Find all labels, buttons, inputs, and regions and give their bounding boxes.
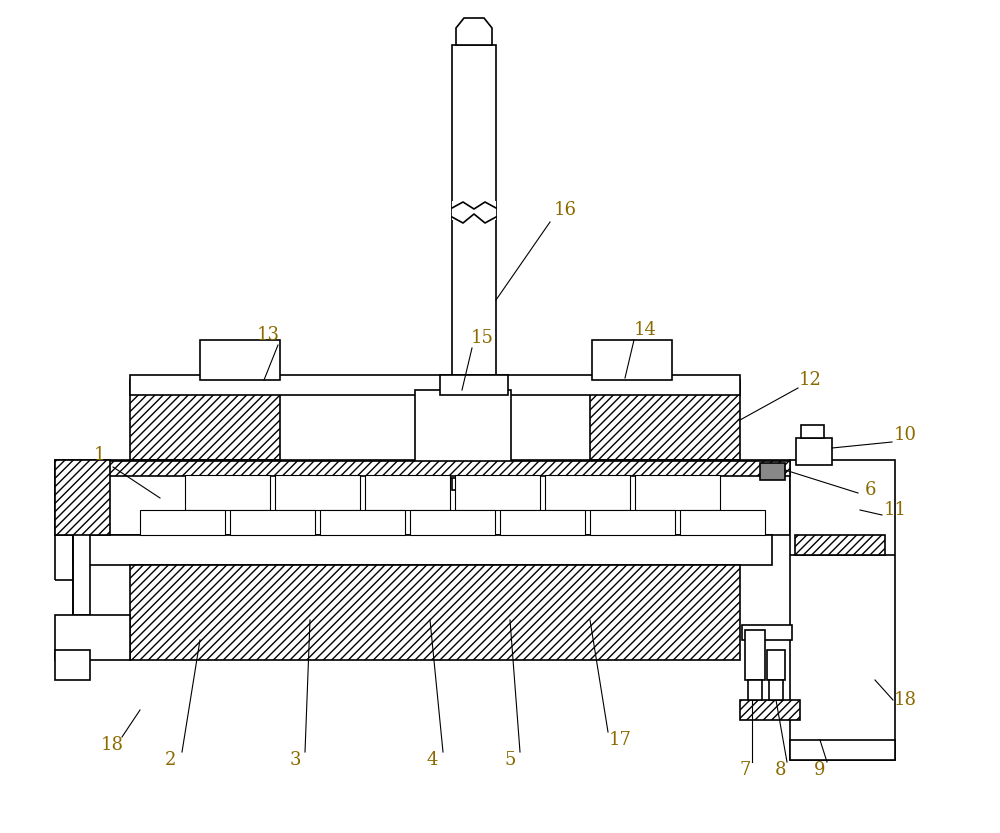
Bar xyxy=(275,475,360,510)
Bar xyxy=(590,510,675,535)
Bar xyxy=(545,475,630,510)
Text: 8: 8 xyxy=(774,761,786,779)
Bar xyxy=(590,380,740,460)
Bar xyxy=(73,535,772,565)
Text: 13: 13 xyxy=(256,326,280,344)
Bar xyxy=(742,625,792,640)
Bar xyxy=(440,375,508,395)
Text: 5: 5 xyxy=(504,751,516,769)
Text: 15: 15 xyxy=(471,329,493,347)
Bar xyxy=(760,463,785,480)
Bar xyxy=(769,680,783,700)
Text: 14: 14 xyxy=(634,321,656,339)
Bar xyxy=(500,510,585,535)
Bar xyxy=(748,680,762,700)
Bar xyxy=(801,425,824,438)
Bar xyxy=(130,380,280,460)
Text: 10: 10 xyxy=(894,426,916,444)
Bar xyxy=(680,510,765,535)
Bar xyxy=(452,201,496,220)
Text: 6: 6 xyxy=(864,481,876,499)
Text: 3: 3 xyxy=(289,751,301,769)
Bar xyxy=(790,740,895,760)
Text: 16: 16 xyxy=(554,201,576,219)
Bar xyxy=(635,475,720,510)
Bar xyxy=(365,475,450,510)
Text: 12: 12 xyxy=(799,371,821,389)
Bar xyxy=(592,340,672,380)
Bar xyxy=(790,460,895,760)
Text: 9: 9 xyxy=(814,761,826,779)
Text: 7: 7 xyxy=(739,761,751,779)
Bar xyxy=(410,510,495,535)
Bar xyxy=(767,650,785,680)
Bar xyxy=(230,510,315,535)
Bar xyxy=(200,340,280,380)
Bar xyxy=(452,45,496,490)
Polygon shape xyxy=(456,18,492,45)
Text: 4: 4 xyxy=(426,751,438,769)
Bar xyxy=(55,461,790,476)
Bar xyxy=(73,530,90,615)
Text: 18: 18 xyxy=(100,736,124,754)
Bar xyxy=(455,475,540,510)
Text: 17: 17 xyxy=(609,731,631,749)
Bar xyxy=(320,510,405,535)
Bar xyxy=(740,700,800,720)
Bar xyxy=(55,615,130,660)
Bar xyxy=(185,475,270,510)
Bar xyxy=(415,390,511,478)
Bar xyxy=(130,565,740,660)
Bar xyxy=(55,460,110,535)
Text: 11: 11 xyxy=(884,501,906,519)
Text: 2: 2 xyxy=(164,751,176,769)
Bar xyxy=(796,438,832,465)
Bar xyxy=(140,510,225,535)
Bar xyxy=(130,375,740,395)
Text: 1: 1 xyxy=(94,446,106,464)
Text: 18: 18 xyxy=(894,691,916,709)
Bar xyxy=(55,650,90,680)
Bar xyxy=(55,460,790,535)
Bar xyxy=(795,535,885,555)
Bar xyxy=(745,630,765,680)
